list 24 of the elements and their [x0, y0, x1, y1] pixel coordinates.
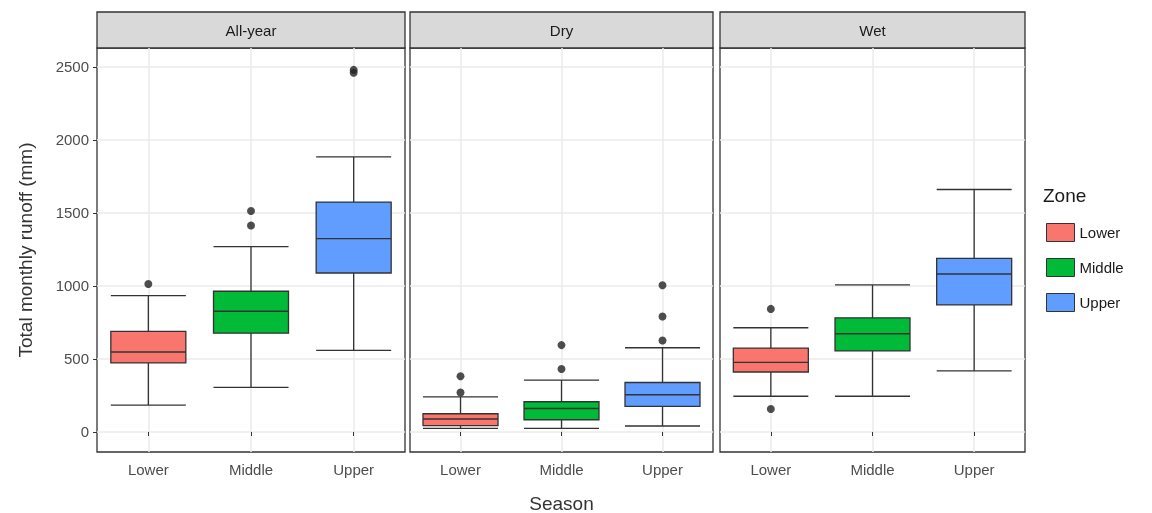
y-tick-label: 500	[63, 350, 89, 368]
y-axis-title: Total monthly runoff (mm)	[15, 142, 36, 358]
x-tick-label: Middle	[850, 461, 895, 478]
legend-title: Zone	[1043, 184, 1087, 206]
x-tick-label: Lower	[440, 461, 481, 478]
x-axis-title: Season	[529, 493, 594, 513]
x-tick-label: Upper	[333, 461, 375, 478]
x-tick-label: Middle	[539, 461, 584, 478]
y-tick-label: 2000	[55, 131, 89, 149]
x-tick-label: Middle	[228, 461, 274, 478]
y-tick-label: 0	[80, 423, 89, 441]
x-tick-label: Upper	[953, 461, 995, 478]
legend-label: Lower	[1079, 224, 1121, 241]
y-tick-label: 2500	[55, 58, 89, 76]
x-tick-label: Upper	[642, 461, 683, 478]
x-tick-label: Lower	[750, 461, 792, 478]
x-tick-label: Lower	[127, 461, 169, 478]
y-tick-label: 1000	[55, 277, 89, 295]
y-tick-label: 1500	[55, 204, 89, 222]
chart-title: Dry	[549, 21, 574, 39]
legend-label: Middle	[1079, 259, 1124, 276]
chart-title: Wet	[859, 21, 887, 39]
legend-label: Upper	[1079, 294, 1121, 311]
chart-title: All-year	[225, 21, 277, 39]
